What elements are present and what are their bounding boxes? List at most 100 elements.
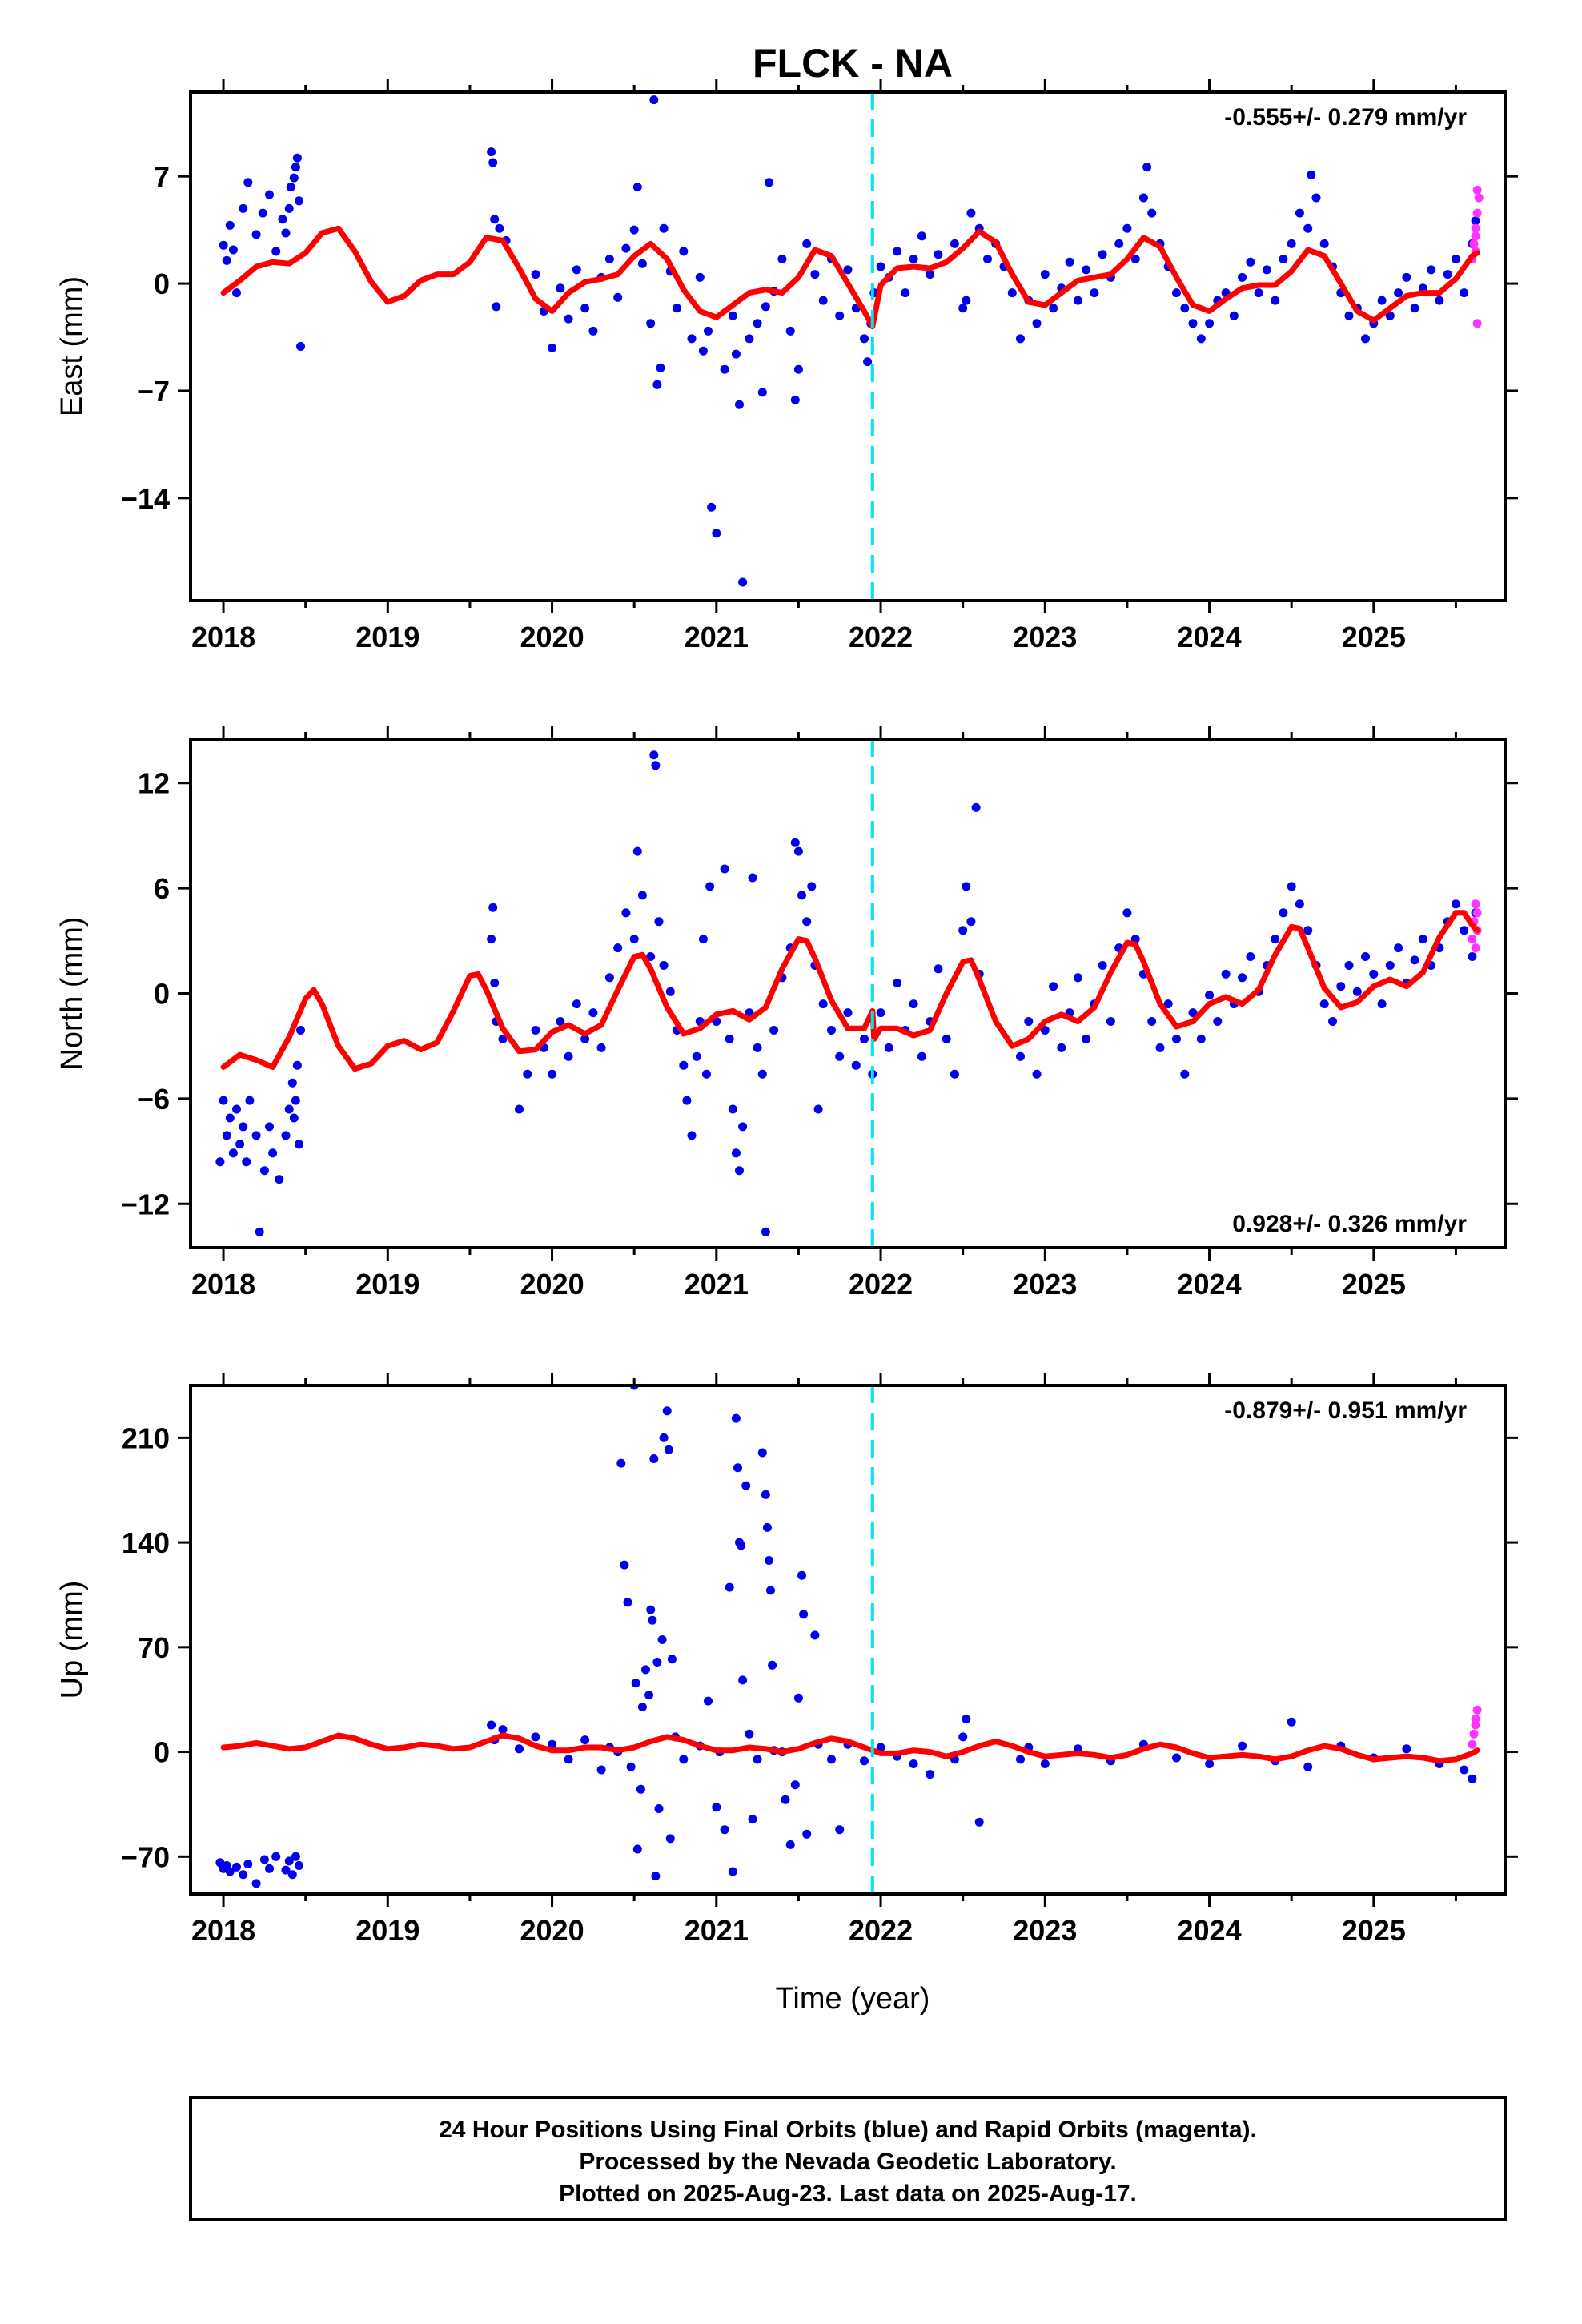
north-final-orbits-point: [748, 873, 757, 883]
north-final-orbits-point: [235, 1140, 245, 1149]
up-model-series: [220, 1732, 1480, 1764]
east-final-orbits-point: [1471, 216, 1480, 226]
up-rapid-orbits-series: [1468, 1705, 1482, 1749]
east-x-tick-label: 2020: [520, 621, 584, 653]
east-final-orbits-point: [1303, 223, 1313, 233]
east-final-orbits-point: [295, 196, 303, 206]
up-final-orbits-point: [748, 1815, 757, 1824]
east-final-orbits-point: [1262, 265, 1271, 275]
east-final-orbits-point: [487, 147, 496, 157]
up-final-orbits-point: [1287, 1717, 1296, 1727]
east-final-orbits-point: [679, 247, 689, 256]
east-final-orbits-point: [232, 288, 241, 298]
north-model-series: [220, 910, 1480, 1072]
east-final-orbits-point: [531, 270, 540, 279]
up-final-orbits-point: [265, 1864, 274, 1873]
north-final-orbits-point: [753, 1043, 762, 1052]
north-final-orbits-point: [1319, 999, 1329, 1009]
north-final-orbits-point: [818, 999, 828, 1009]
up-final-orbits-point: [797, 1570, 806, 1580]
north-rapid-orbits-point: [1472, 908, 1482, 918]
up-final-orbits-point: [1238, 1741, 1247, 1751]
east-final-orbits-point: [1319, 239, 1329, 248]
north-final-orbits-point: [738, 1122, 748, 1132]
north-final-orbits-point: [251, 1131, 261, 1140]
east-final-orbits-point: [564, 314, 573, 324]
east-final-orbits-point: [728, 311, 737, 320]
up-final-orbits-point: [712, 1803, 721, 1812]
east-final-orbits-point: [962, 296, 971, 305]
north-x-tick-label: 2023: [1013, 1268, 1077, 1301]
east-rapid-orbits-point: [1469, 239, 1479, 248]
north-final-orbits-point: [564, 1051, 573, 1061]
east-final-orbits-point: [1435, 296, 1444, 305]
up-final-orbits-point: [1460, 1765, 1469, 1775]
north-final-orbits-point: [1369, 969, 1379, 979]
north-final-orbits-point: [1377, 999, 1387, 1009]
north-final-orbits-point: [1196, 1034, 1206, 1043]
north-final-orbits-point: [548, 1069, 557, 1079]
east-final-orbits-point: [757, 388, 767, 397]
footer-line-1: 24 Hour Positions Using Final Orbits (bl…: [439, 2117, 1257, 2143]
east-rapid-orbits-point: [1472, 185, 1482, 195]
east-final-orbits-point: [243, 178, 253, 187]
footer-frame: [189, 2096, 1507, 2221]
east-final-orbits-point: [1040, 270, 1050, 279]
up-final-orbits-point: [781, 1795, 790, 1804]
east-final-orbits-point: [613, 292, 623, 302]
north-final-orbits-point: [219, 1096, 228, 1105]
east-final-orbits-point: [720, 364, 729, 374]
east-final-orbits-point: [1451, 255, 1460, 263]
up-final-orbits-point: [284, 1856, 294, 1866]
up-x-tick-label: 2025: [1342, 1914, 1406, 1947]
east-panel: 2018 2019 2020 2021 2022 2023 2024 2025 −14 −7 0 7 E…: [55, 79, 1518, 653]
north-x-tick-label: 2024: [1178, 1268, 1242, 1301]
east-final-orbits-point: [893, 247, 902, 256]
north-final-orbits-point: [934, 964, 943, 974]
east-final-orbits-point: [219, 240, 228, 250]
east-final-orbits-point: [265, 190, 274, 199]
up-y-tick-label: 140: [122, 1526, 170, 1559]
east-final-orbits-point: [258, 208, 267, 218]
up-final-orbits-point: [1402, 1744, 1411, 1754]
north-final-orbits-point: [580, 1034, 590, 1043]
north-final-orbits-point: [1279, 908, 1288, 918]
up-final-orbits-point: [620, 1560, 629, 1570]
north-final-orbits-point: [487, 935, 496, 944]
north-final-orbits-point: [268, 1148, 278, 1158]
north-final-orbits-point: [807, 882, 817, 891]
east-final-orbits-point: [777, 255, 787, 263]
north-panel: 2018 2019 2020 2021 2022 2023 2024 2025 −12 −6 0 6 1…: [55, 726, 1518, 1301]
east-final-orbits-point: [646, 319, 656, 328]
up-final-orbits-point: [654, 1804, 664, 1813]
north-final-orbits-point: [1271, 935, 1280, 944]
up-final-orbits-point: [637, 1703, 647, 1711]
north-final-orbits-point: [797, 891, 806, 900]
up-final-orbits-point: [738, 1675, 748, 1685]
up-final-orbits-point: [291, 1852, 300, 1861]
up-rapid-orbits-point: [1469, 1729, 1479, 1739]
north-final-orbits-point: [1361, 952, 1370, 961]
up-final-orbits-point: [926, 1770, 935, 1779]
east-y-tick-label: −14: [121, 482, 170, 515]
north-final-orbits-point: [1147, 1017, 1157, 1026]
up-final-orbits-point: [860, 1756, 869, 1766]
north-plot-area: [191, 739, 1505, 1248]
east-x-tick-label: 2023: [1013, 621, 1077, 653]
east-final-orbits-point: [707, 502, 717, 512]
north-final-orbits-point: [790, 838, 800, 847]
north-final-orbits-point: [1172, 1034, 1181, 1043]
up-final-orbits-point: [704, 1696, 713, 1706]
up-final-orbits-point: [295, 1861, 303, 1870]
east-y-tick-label: 7: [154, 160, 170, 193]
north-final-orbits-point: [1352, 987, 1362, 996]
east-final-orbits-point: [632, 183, 642, 192]
north-final-orbits-point: [813, 1104, 823, 1114]
north-rapid-orbits-series: [1468, 899, 1482, 953]
up-y-tick-label: 210: [122, 1421, 170, 1454]
east-frame: [189, 90, 1507, 602]
up-final-orbits-point: [259, 1855, 269, 1864]
up-final-orbits-point: [626, 1762, 636, 1771]
east-x-tick-label: 2019: [355, 621, 420, 653]
